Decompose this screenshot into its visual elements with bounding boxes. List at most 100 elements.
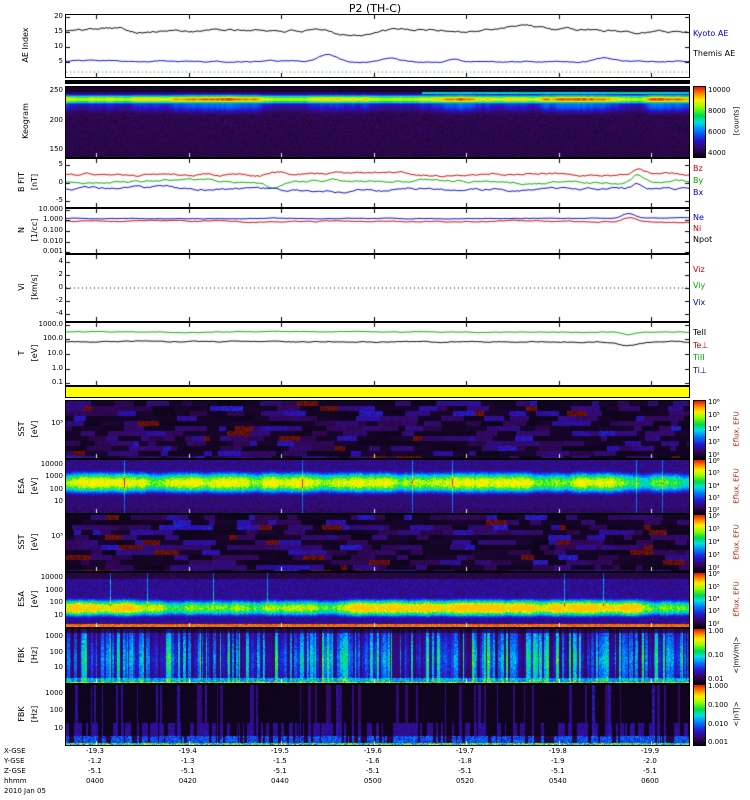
bfit-ytick: 5 bbox=[58, 159, 63, 168]
xaxis-value: -19.4 bbox=[178, 747, 197, 755]
temp-ytick: 0.1 bbox=[51, 378, 63, 387]
fbk_e-colorbar-tick: 0.10 bbox=[708, 651, 724, 659]
density-trace-label: Npot bbox=[693, 235, 713, 244]
temp-trace-label: Te⊥ bbox=[693, 340, 709, 350]
xaxis-value: -19.9 bbox=[640, 747, 660, 755]
keogram-colorbar-tick: 10000 bbox=[708, 85, 731, 94]
esa_ion-colorbar bbox=[693, 459, 706, 514]
xaxis-value: 0600 bbox=[641, 777, 659, 785]
velocity-ytick: 0 bbox=[58, 283, 63, 291]
temp-ytick: 100.0 bbox=[42, 334, 63, 343]
xaxis-row-label: hhmm bbox=[4, 777, 27, 785]
xaxis-value: -1.3 bbox=[180, 757, 195, 765]
fbk_e-ytick: 10 bbox=[54, 663, 63, 672]
density-trace-label: Ne bbox=[693, 213, 704, 222]
velocity-plot bbox=[65, 254, 690, 322]
sst_elec-colorbar-unit: Eflux, EFU bbox=[732, 524, 741, 560]
sst_elec-colorbar-tick: 10³ bbox=[708, 550, 720, 559]
velocity-yunit: [km/s] bbox=[30, 274, 39, 300]
esa_elec-colorbar-tick: 10⁴ bbox=[708, 595, 720, 603]
fbk_b-colorbar-unit: <|nT|> bbox=[732, 701, 741, 727]
density-ytick: 0.100 bbox=[42, 226, 63, 234]
temp-ytick: 10.0 bbox=[47, 349, 63, 357]
fbk_b-ytick: 10 bbox=[54, 723, 63, 732]
esa_ion-colorbar-tick: 10⁵ bbox=[708, 469, 720, 478]
fbk_b-colorbar-tick: 1.000 bbox=[708, 682, 729, 691]
esa_elec-yunit: [eV] bbox=[30, 590, 39, 608]
xaxis-value: -19.7 bbox=[455, 747, 475, 755]
esa_ion-colorbar-tick: 10⁶ bbox=[708, 457, 720, 466]
keogram-ytick: 250 bbox=[49, 85, 63, 94]
esa_ion-ytick: 10000 bbox=[40, 460, 63, 469]
temp-yunit: [eV] bbox=[30, 344, 39, 362]
ae-trace-label: Kyoto AE bbox=[693, 28, 729, 38]
velocity-trace-label: Viz bbox=[693, 264, 705, 274]
fbk_b-colorbar-tick: 0.010 bbox=[708, 719, 729, 728]
xaxis-row-label: Y-GSE bbox=[4, 757, 25, 765]
date-label: 2010 Jan 05 bbox=[4, 787, 46, 795]
sst_ion-yunit: [eV] bbox=[30, 420, 39, 437]
xaxis-value: -5.1 bbox=[365, 767, 380, 775]
esa_elec-colorbar-tick: 10³ bbox=[708, 607, 720, 616]
sst_ion-colorbar-tick: 10⁴ bbox=[708, 424, 720, 433]
fbk_e-colorbar-tick: 1.00 bbox=[708, 626, 724, 635]
fbk_e-colorbar-unit: <|mV/m|> bbox=[732, 636, 741, 674]
esa_ion-plot bbox=[65, 459, 690, 514]
xaxis-value: -5.1 bbox=[273, 767, 287, 775]
xaxis-value: -1.2 bbox=[88, 757, 102, 765]
velocity-trace-label: Viy bbox=[693, 281, 706, 290]
fbk_b-yunit: [Hz] bbox=[30, 705, 39, 723]
keogram-colorbar-unit: [counts] bbox=[732, 106, 741, 136]
plot-title: P2 (TH-C) bbox=[348, 2, 402, 15]
bfit-ylabel: B FIT bbox=[17, 172, 26, 192]
xaxis-value: -5.1 bbox=[88, 767, 102, 775]
keogram-ytick: 150 bbox=[49, 145, 63, 153]
bfit-plot bbox=[65, 158, 690, 208]
density-yunit: [1/cc] bbox=[30, 218, 39, 242]
fbk_b-ytick: 100 bbox=[49, 706, 63, 715]
sst_elec-ytick: 10⁵ bbox=[51, 532, 63, 541]
esa_elec-colorbar bbox=[693, 572, 706, 628]
xaxis-value: -1.6 bbox=[365, 757, 380, 765]
xaxis-value: -19.5 bbox=[270, 747, 289, 755]
keogram-colorbar-tick: 4000 bbox=[708, 148, 726, 157]
fbk_e-ytick: 1000 bbox=[45, 632, 63, 641]
temp-ytick: 1.0 bbox=[51, 363, 63, 372]
keogram-colorbar-tick: 6000 bbox=[708, 127, 726, 136]
panel-separator-bar bbox=[65, 80, 690, 84]
keogram-ytick: 200 bbox=[49, 115, 63, 124]
fbk_e-yunit: [Hz] bbox=[30, 646, 39, 664]
sst_ion-ytick: 10⁵ bbox=[51, 418, 63, 427]
sst_elec-colorbar bbox=[693, 514, 706, 572]
velocity-ylabel: Vi bbox=[17, 283, 26, 291]
density-ytick: 1.000 bbox=[42, 215, 63, 224]
esa_ion-ytick: 10 bbox=[54, 496, 63, 505]
sst_ion-colorbar-tick: 10³ bbox=[708, 437, 720, 446]
sst_elec-colorbar-tick: 10⁴ bbox=[708, 538, 720, 546]
velocity-ytick: -4 bbox=[56, 309, 63, 318]
xaxis-value: -1.5 bbox=[273, 757, 287, 765]
fbk_b-plot bbox=[65, 684, 690, 746]
temp-ylabel: T bbox=[17, 350, 26, 356]
temp-plot bbox=[65, 322, 690, 386]
density-plot bbox=[65, 208, 690, 254]
esa_elec-ytick: 10 bbox=[54, 610, 63, 619]
fbk_b-ytick: 1000 bbox=[45, 689, 63, 697]
esa_ion-ytick: 1000 bbox=[45, 472, 63, 481]
ae-plot bbox=[65, 14, 690, 78]
density-ytick: 0.010 bbox=[42, 236, 63, 245]
esa_elec-plot bbox=[65, 572, 690, 628]
xaxis-value: -5.1 bbox=[643, 767, 657, 775]
sst_ion-colorbar bbox=[693, 400, 706, 459]
sst_ion-colorbar-tick: 10⁵ bbox=[708, 411, 720, 420]
density-ylabel: N bbox=[17, 227, 26, 233]
velocity-ytick: -2 bbox=[56, 296, 63, 305]
sst_ion-colorbar-tick: 10⁶ bbox=[708, 398, 720, 407]
ae-ylabel: AE Index bbox=[21, 27, 30, 63]
fbk_e-ytick: 100 bbox=[49, 647, 63, 656]
keogram-ylabel: Keogram bbox=[21, 103, 30, 139]
esa_ion-yunit: [eV] bbox=[30, 477, 39, 494]
sst_elec-ylabel: SST bbox=[17, 534, 26, 550]
xaxis-value: -5.1 bbox=[458, 767, 472, 775]
